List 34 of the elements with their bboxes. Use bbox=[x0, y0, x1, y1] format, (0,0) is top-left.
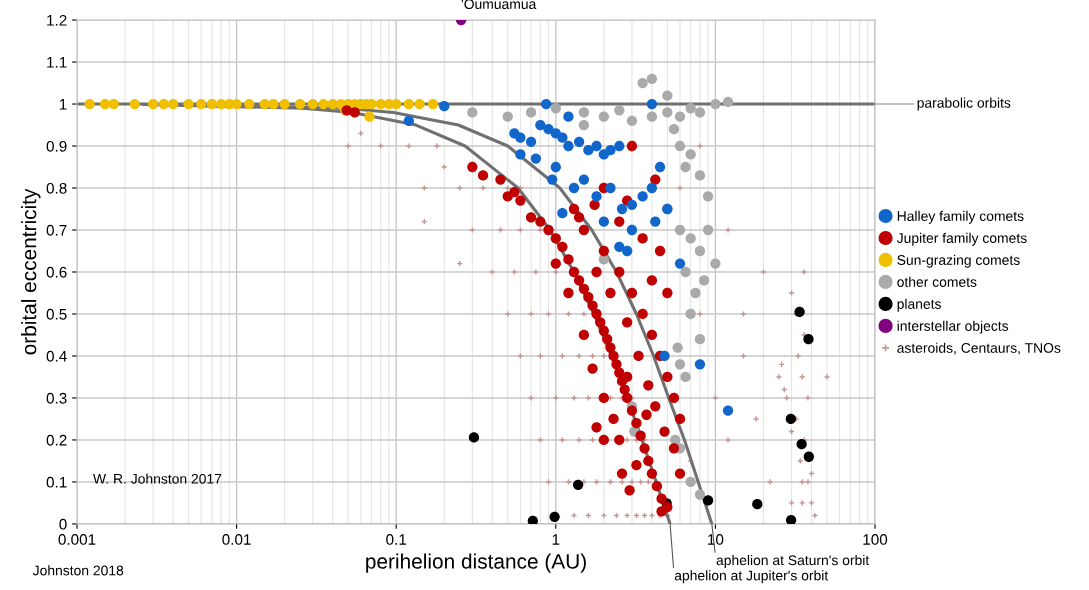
annotation: 'Oumuamua bbox=[461, 0, 537, 9]
legend-label: asteroids, Centaurs, TNOs bbox=[897, 342, 1061, 355]
x-tick-label: 1 bbox=[552, 534, 560, 545]
y-tick-label: 1.2 bbox=[47, 14, 67, 26]
y-tick-label: 0.6 bbox=[46, 266, 67, 278]
annotation: W. R. Johnston 2017 bbox=[93, 473, 222, 484]
y-tick-label: 0.4 bbox=[46, 350, 67, 362]
legend-label: interstellar objects bbox=[897, 320, 1009, 334]
x-tick-label: 0.1 bbox=[386, 534, 407, 545]
y-tick-label: 0.3 bbox=[46, 392, 67, 404]
legend-label: Halley family comets bbox=[897, 210, 1024, 224]
annotation: aphelion at Jupiter's orbit bbox=[674, 570, 829, 584]
y-tick-label: 0.2 bbox=[46, 434, 67, 446]
x-tick-label: 10 bbox=[708, 534, 724, 545]
y-tick-label: 1 bbox=[59, 99, 67, 110]
y-tick-label: 0.1 bbox=[46, 476, 67, 488]
text: Johnston 2018 bbox=[32, 565, 124, 576]
y-axis-title: orbital eccentricity bbox=[21, 188, 41, 355]
x-tick-label: 0.01 bbox=[222, 534, 251, 545]
legend-label: other comets bbox=[897, 276, 977, 287]
y-tick-label: 0.9 bbox=[46, 140, 67, 152]
legend-label: planets bbox=[897, 298, 941, 312]
x-tick-label: 0.001 bbox=[58, 534, 96, 545]
legend-label: Jupiter family comets bbox=[896, 232, 1027, 246]
y-tick-label: 0.8 bbox=[46, 182, 67, 194]
x-axis-title: perihelion distance (AU) bbox=[366, 553, 586, 573]
y-tick-label: 0.5 bbox=[46, 308, 67, 320]
y-tick-label: 0 bbox=[59, 518, 67, 530]
y-tick-label: 0.7 bbox=[46, 224, 67, 236]
ref-line-label: parabolic orbits bbox=[917, 97, 1011, 111]
annotation: aphelion at Saturn's orbit bbox=[716, 554, 870, 568]
legend-label: Sun-grazing comets bbox=[897, 254, 1020, 268]
x-tick-label: 100 bbox=[863, 534, 888, 545]
y-tick-label: 1.1 bbox=[47, 57, 67, 68]
